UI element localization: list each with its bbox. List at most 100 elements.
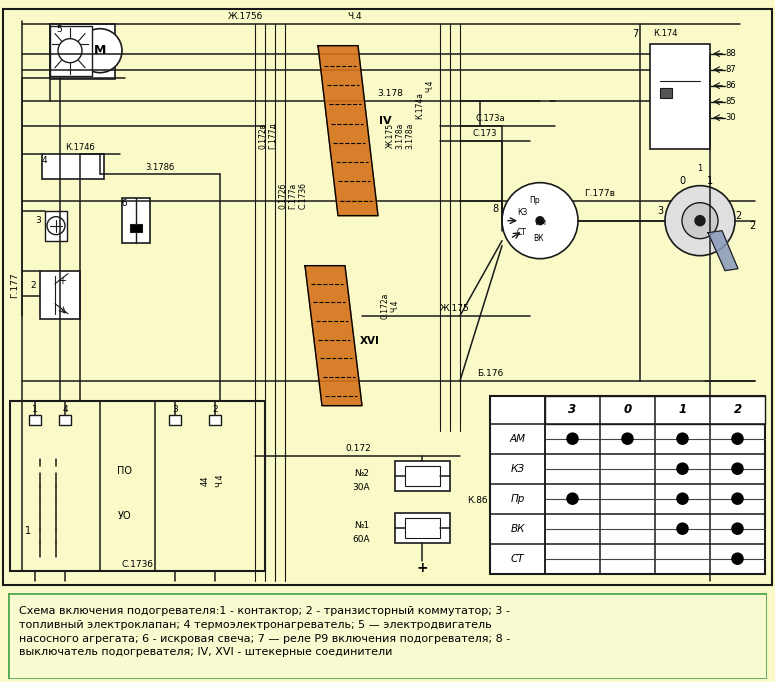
Text: 0.172б: 0.172б	[278, 183, 288, 209]
Text: К.8б: К.8б	[467, 496, 487, 505]
Text: 3: 3	[35, 216, 41, 225]
Text: Ж.175: Ж.175	[440, 304, 470, 313]
Text: 2: 2	[30, 281, 36, 290]
Bar	[209, 415, 221, 425]
Text: С.173: С.173	[473, 129, 498, 138]
Text: С.173б: С.173б	[298, 182, 308, 209]
Bar	[395, 460, 450, 490]
Text: Б.176: Б.176	[477, 369, 503, 379]
Text: СТ: СТ	[511, 554, 525, 563]
Text: 3.178а: 3.178а	[395, 123, 405, 149]
Text: ПО: ПО	[118, 466, 133, 475]
Text: №1: №1	[355, 521, 370, 530]
Text: Ч.4: Ч.4	[391, 299, 399, 312]
Text: СТ: СТ	[517, 228, 527, 237]
Bar	[405, 466, 440, 486]
Polygon shape	[305, 266, 362, 406]
Bar	[660, 88, 672, 98]
Bar	[50, 24, 115, 78]
Text: АМ: АМ	[509, 434, 525, 444]
Circle shape	[732, 433, 743, 444]
Text: M: M	[94, 44, 106, 57]
Text: Г.177д: Г.177д	[268, 122, 277, 149]
Text: Г.177в: Г.177в	[584, 189, 615, 198]
Text: К.174б: К.174б	[65, 143, 95, 152]
Text: 3.178: 3.178	[377, 89, 403, 98]
Text: Г.177а: Г.177а	[288, 183, 298, 209]
Circle shape	[677, 523, 688, 534]
Text: УО: УО	[118, 511, 132, 520]
Text: К.174а: К.174а	[415, 92, 425, 119]
Text: 30А: 30А	[353, 483, 370, 492]
Bar	[490, 396, 765, 574]
Text: 2: 2	[733, 403, 742, 416]
Bar	[59, 415, 71, 425]
Circle shape	[536, 217, 544, 224]
Text: Пр: Пр	[529, 196, 540, 205]
Text: 1: 1	[32, 405, 38, 414]
Text: КЗ: КЗ	[517, 208, 527, 217]
Circle shape	[502, 183, 578, 258]
Text: 60А: 60А	[353, 535, 370, 544]
Text: 0: 0	[623, 403, 632, 416]
Text: 30: 30	[725, 113, 735, 122]
Bar	[40, 271, 80, 318]
Text: 3: 3	[657, 206, 663, 216]
Circle shape	[677, 463, 688, 474]
Text: 3: 3	[568, 403, 577, 416]
Text: 0.172а: 0.172а	[381, 293, 390, 319]
Circle shape	[665, 186, 735, 256]
Circle shape	[732, 523, 743, 534]
Text: 0.172: 0.172	[345, 444, 371, 453]
Text: Ч.4: Ч.4	[215, 474, 225, 488]
Text: Ч.4: Ч.4	[348, 12, 363, 21]
Circle shape	[677, 493, 688, 504]
Text: 0.172в: 0.172в	[259, 123, 267, 149]
Text: 85: 85	[725, 97, 735, 106]
Text: 4: 4	[42, 156, 47, 165]
Bar	[130, 224, 142, 232]
Text: С.173а: С.173а	[475, 114, 505, 123]
Circle shape	[732, 493, 743, 504]
FancyBboxPatch shape	[8, 593, 767, 679]
Bar	[45, 211, 67, 241]
Circle shape	[695, 216, 705, 226]
Text: 4: 4	[62, 405, 68, 414]
Bar	[650, 44, 710, 149]
Text: ВК: ВК	[510, 524, 525, 534]
Text: 1: 1	[25, 526, 31, 535]
Bar	[29, 415, 41, 425]
Text: 44: 44	[201, 475, 209, 486]
Circle shape	[732, 553, 743, 564]
Bar	[50, 26, 92, 76]
Bar	[545, 396, 765, 424]
Polygon shape	[708, 231, 738, 271]
Text: Ж.175б: Ж.175б	[227, 12, 263, 21]
Text: Г.177: Г.177	[11, 273, 19, 299]
Text: Ч.4: Ч.4	[425, 79, 435, 92]
Circle shape	[58, 39, 82, 63]
Text: 1: 1	[707, 176, 713, 186]
Circle shape	[677, 433, 688, 444]
Text: Ж.175: Ж.175	[385, 123, 394, 148]
Text: IV: IV	[379, 116, 391, 125]
Text: Ам: Ам	[536, 218, 548, 227]
Bar	[10, 400, 265, 571]
Text: №2: №2	[355, 469, 370, 478]
Text: КЗ: КЗ	[511, 464, 525, 474]
Circle shape	[47, 217, 65, 235]
Text: 2: 2	[735, 211, 741, 221]
Text: 1: 1	[698, 164, 703, 173]
Text: +: +	[416, 561, 428, 575]
Circle shape	[78, 29, 122, 73]
Text: XVI: XVI	[360, 336, 380, 346]
Polygon shape	[318, 46, 378, 216]
Bar	[405, 518, 440, 537]
Circle shape	[682, 203, 718, 239]
Text: 2: 2	[749, 221, 755, 231]
Text: 0: 0	[679, 176, 685, 186]
Text: 5: 5	[56, 25, 62, 34]
Text: +: +	[58, 276, 66, 286]
Text: б: б	[122, 199, 128, 208]
Text: 7: 7	[632, 29, 638, 39]
